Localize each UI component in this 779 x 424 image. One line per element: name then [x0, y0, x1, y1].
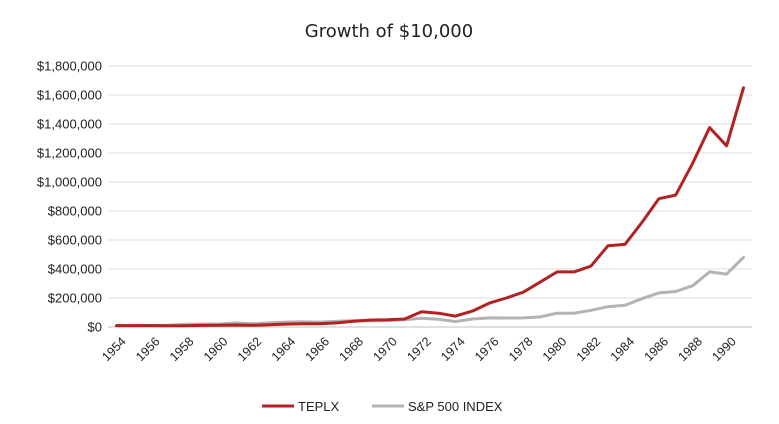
x-tick-label: 1966 [303, 334, 333, 364]
y-tick-label: $1,400,000 [37, 117, 102, 132]
legend-label-teplx: TEPLX [298, 399, 340, 414]
y-tick-label: $0 [88, 320, 102, 335]
series-line-teplx [115, 86, 745, 328]
y-tick-label: $800,000 [48, 204, 102, 219]
x-tick-label: 1978 [506, 334, 536, 364]
x-tick-label: 1960 [201, 334, 231, 364]
legend-label-s-p-500-index: S&P 500 INDEX [408, 399, 503, 414]
x-tick-label: 1986 [642, 334, 672, 364]
x-tick-label: 1984 [608, 334, 638, 364]
x-tick-label: 1956 [133, 334, 163, 364]
y-tick-label: $1,600,000 [37, 88, 102, 103]
gridlines [108, 65, 752, 299]
x-tick-label: 1976 [472, 334, 502, 364]
series-line-s-p-500-index [115, 255, 745, 328]
x-tick-label: 1972 [404, 334, 434, 364]
y-axis-tick-labels: $0 $200,000 $400,000 $600,000 $800,000 $1,000… [37, 59, 102, 335]
x-tick-label: 1982 [574, 334, 604, 364]
series-lines [115, 86, 745, 328]
x-axis-tick-labels: 1954 1956 1958 1960 1962 1964 1966 1968 1970 1972… [99, 334, 739, 364]
y-tick-label: $1,000,000 [37, 175, 102, 190]
x-tick-label: 1988 [675, 334, 705, 364]
y-tick-label: $200,000 [48, 291, 102, 306]
y-tick-label: $1,200,000 [37, 146, 102, 161]
legend: TEPLX S&P 500 INDEX [262, 399, 503, 414]
x-tick-label: 1954 [99, 334, 129, 364]
x-tick-label: 1990 [709, 334, 739, 364]
x-tick-label: 1962 [235, 334, 265, 364]
x-tick-label: 1964 [269, 334, 299, 364]
x-tick-label: 1968 [337, 334, 367, 364]
x-tick-label: 1958 [167, 334, 197, 364]
x-tick-label: 1974 [438, 334, 468, 364]
x-tick-label: 1980 [540, 334, 570, 364]
y-tick-label: $1,800,000 [37, 59, 102, 74]
chart-title: Growth of $10,000 [305, 21, 473, 42]
y-tick-label: $600,000 [48, 233, 102, 248]
x-tick-label: 1970 [370, 334, 400, 364]
y-tick-label: $400,000 [48, 262, 102, 277]
